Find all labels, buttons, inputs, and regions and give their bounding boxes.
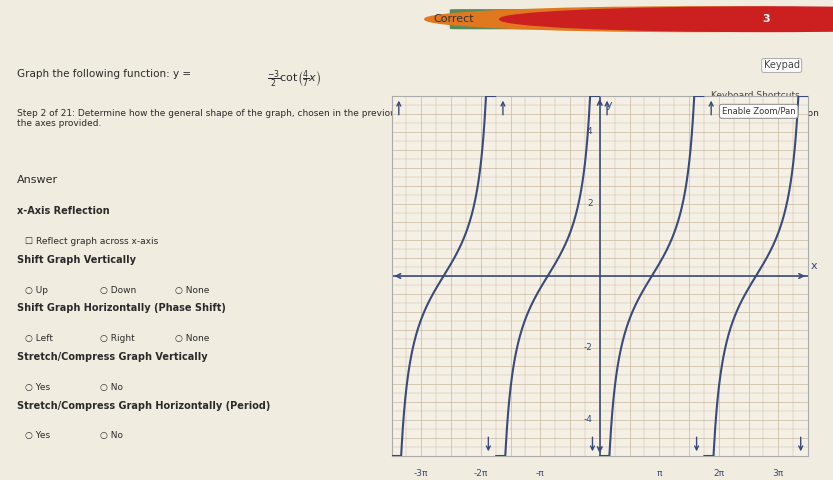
Text: 4: 4 xyxy=(587,128,592,136)
Text: Keypad: Keypad xyxy=(764,60,800,71)
FancyBboxPatch shape xyxy=(450,9,675,29)
Text: $\frac{-3}{2}\cot\!\left(\frac{4}{7}x\right)$: $\frac{-3}{2}\cot\!\left(\frac{4}{7}x\ri… xyxy=(267,69,321,90)
Text: ○ None: ○ None xyxy=(175,286,209,295)
Text: Step 2 of 21: Determine how the general shape of the graph, chosen in the previo: Step 2 of 21: Determine how the general … xyxy=(17,109,819,129)
Text: x-Axis Reflection: x-Axis Reflection xyxy=(17,206,109,216)
Text: ☐ Reflect graph across x-axis: ☐ Reflect graph across x-axis xyxy=(25,237,158,246)
Text: ○ No: ○ No xyxy=(100,383,123,392)
Text: 3: 3 xyxy=(762,14,771,24)
Text: π: π xyxy=(656,468,662,478)
Text: 2: 2 xyxy=(587,200,592,208)
Text: 3π: 3π xyxy=(773,468,784,478)
Text: Shift Graph Horizontally (Phase Shift): Shift Graph Horizontally (Phase Shift) xyxy=(17,303,226,313)
Text: ○ Up: ○ Up xyxy=(25,286,48,295)
Text: Stretch/Compress Graph Horizontally (Period): Stretch/Compress Graph Horizontally (Per… xyxy=(17,400,270,410)
Text: ○ None: ○ None xyxy=(175,334,209,343)
Text: ○ Yes: ○ Yes xyxy=(25,432,50,441)
Text: ○ Right: ○ Right xyxy=(100,334,135,343)
Text: Stretch/Compress Graph Vertically: Stretch/Compress Graph Vertically xyxy=(17,352,207,362)
Text: -π: -π xyxy=(536,468,545,478)
Text: y: y xyxy=(606,100,612,109)
Text: x: x xyxy=(811,261,818,271)
Text: Graph the following function: y =: Graph the following function: y = xyxy=(17,69,194,79)
Text: -2π: -2π xyxy=(474,468,488,478)
Text: ○ Left: ○ Left xyxy=(25,334,53,343)
Text: Keyboard Shortcuts: Keyboard Shortcuts xyxy=(711,91,800,100)
Text: 2π: 2π xyxy=(713,468,725,478)
Text: -2: -2 xyxy=(584,344,592,352)
FancyBboxPatch shape xyxy=(450,9,566,29)
Circle shape xyxy=(500,7,833,32)
Text: ○ No: ○ No xyxy=(100,432,123,441)
Text: ○ Down: ○ Down xyxy=(100,286,137,295)
Text: Answer: Answer xyxy=(17,175,57,185)
Circle shape xyxy=(425,7,833,32)
Text: Shift Graph Vertically: Shift Graph Vertically xyxy=(17,255,136,265)
Text: Enable Zoom/Pan: Enable Zoom/Pan xyxy=(722,107,796,116)
Text: Correct: Correct xyxy=(433,14,474,24)
Text: ○ Yes: ○ Yes xyxy=(25,383,50,392)
Text: -4: -4 xyxy=(584,416,592,424)
Text: -3π: -3π xyxy=(414,468,428,478)
